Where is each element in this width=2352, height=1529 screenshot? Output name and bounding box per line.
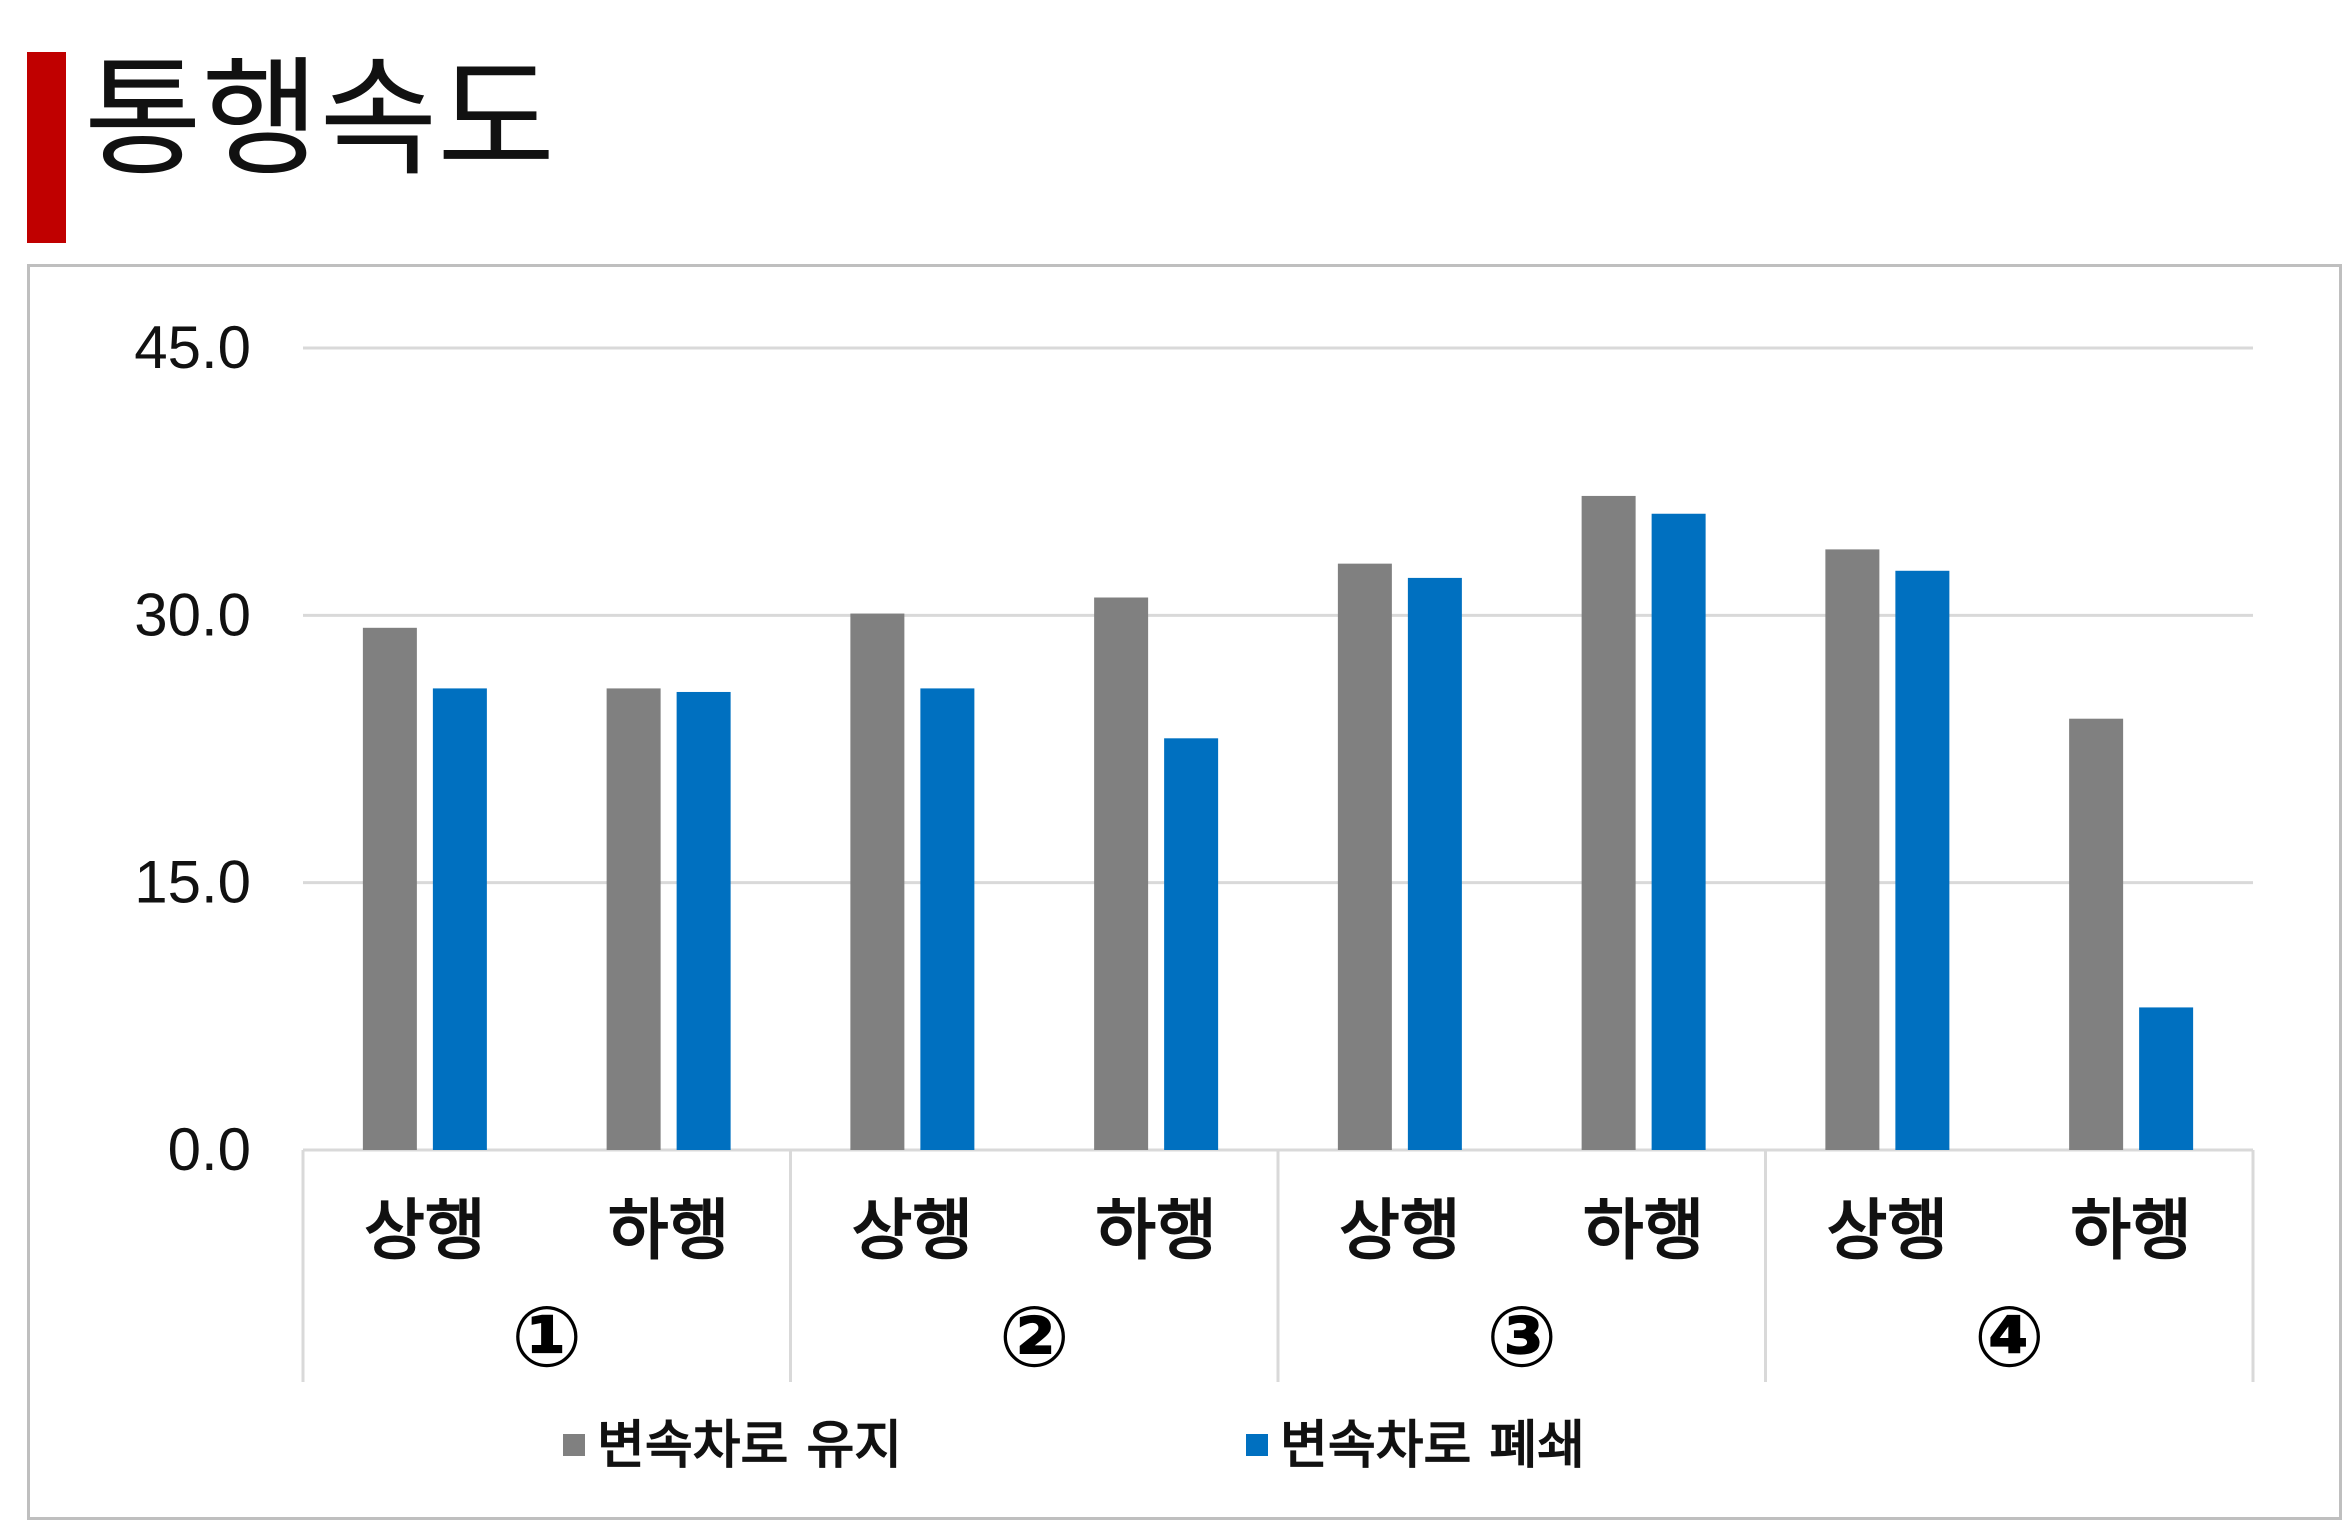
bar-closed-1 (676, 691, 731, 1150)
bar-closed-6 (1895, 570, 1950, 1150)
y-tick-label: 15.0 (134, 849, 251, 916)
x-category-label: 상행 (852, 1192, 973, 1269)
y-tick-label: 30.0 (134, 581, 251, 648)
bar-keep-1 (606, 688, 661, 1150)
bar-closed-0 (432, 688, 487, 1150)
legend-swatch-0 (563, 1434, 585, 1456)
chart-frame: 0.0 15.0 30.0 45.0 상행 하행 상행 하행 상행 하행 상행 하행 ① ② ③ ④ 변속차로 … (27, 264, 2342, 1520)
group-label: ③ (1486, 1288, 1557, 1386)
x-category-label: 상행 (1827, 1192, 1948, 1269)
bar-closed-4 (1407, 577, 1462, 1150)
x-category-label: 하행 (1095, 1192, 1216, 1269)
bar-closed-2 (920, 688, 975, 1150)
bar-keep-7 (2069, 718, 2124, 1150)
group-label: ④ (1974, 1288, 2045, 1386)
legend-swatch-1 (1246, 1434, 1268, 1456)
bar-keep-2 (850, 613, 905, 1150)
x-category-label: 상행 (364, 1192, 485, 1269)
bar-keep-3 (1094, 597, 1149, 1150)
legend-label-0: 변속차로 유지 (597, 1416, 902, 1476)
title-accent-bar (27, 52, 66, 243)
bar-closed-3 (1164, 738, 1219, 1150)
page-title: 통행속도 (84, 45, 556, 194)
y-tick-label: 45.0 (134, 314, 251, 381)
y-tick-label: 0.0 (168, 1116, 251, 1183)
legend-label-1: 변속차로 폐쇄 (1280, 1416, 1585, 1476)
x-category-label: 하행 (608, 1192, 729, 1269)
x-category-label: 상행 (1339, 1192, 1460, 1269)
x-category-label: 하행 (1583, 1192, 1704, 1269)
bar-keep-6 (1825, 549, 1880, 1150)
bar-keep-0 (362, 627, 417, 1150)
x-category-label: 하행 (2070, 1192, 2191, 1269)
group-label: ② (999, 1288, 1070, 1386)
bar-closed-7 (2139, 1007, 2194, 1150)
bar-chart: 0.0 15.0 30.0 45.0 상행 하행 상행 하행 상행 하행 상행 하행 ① ② ③ ④ 변속차로 … (134, 314, 2255, 1476)
bar-closed-5 (1651, 513, 1706, 1150)
bar-keep-5 (1581, 495, 1636, 1150)
group-label: ① (511, 1288, 582, 1386)
bar-keep-4 (1337, 563, 1392, 1150)
